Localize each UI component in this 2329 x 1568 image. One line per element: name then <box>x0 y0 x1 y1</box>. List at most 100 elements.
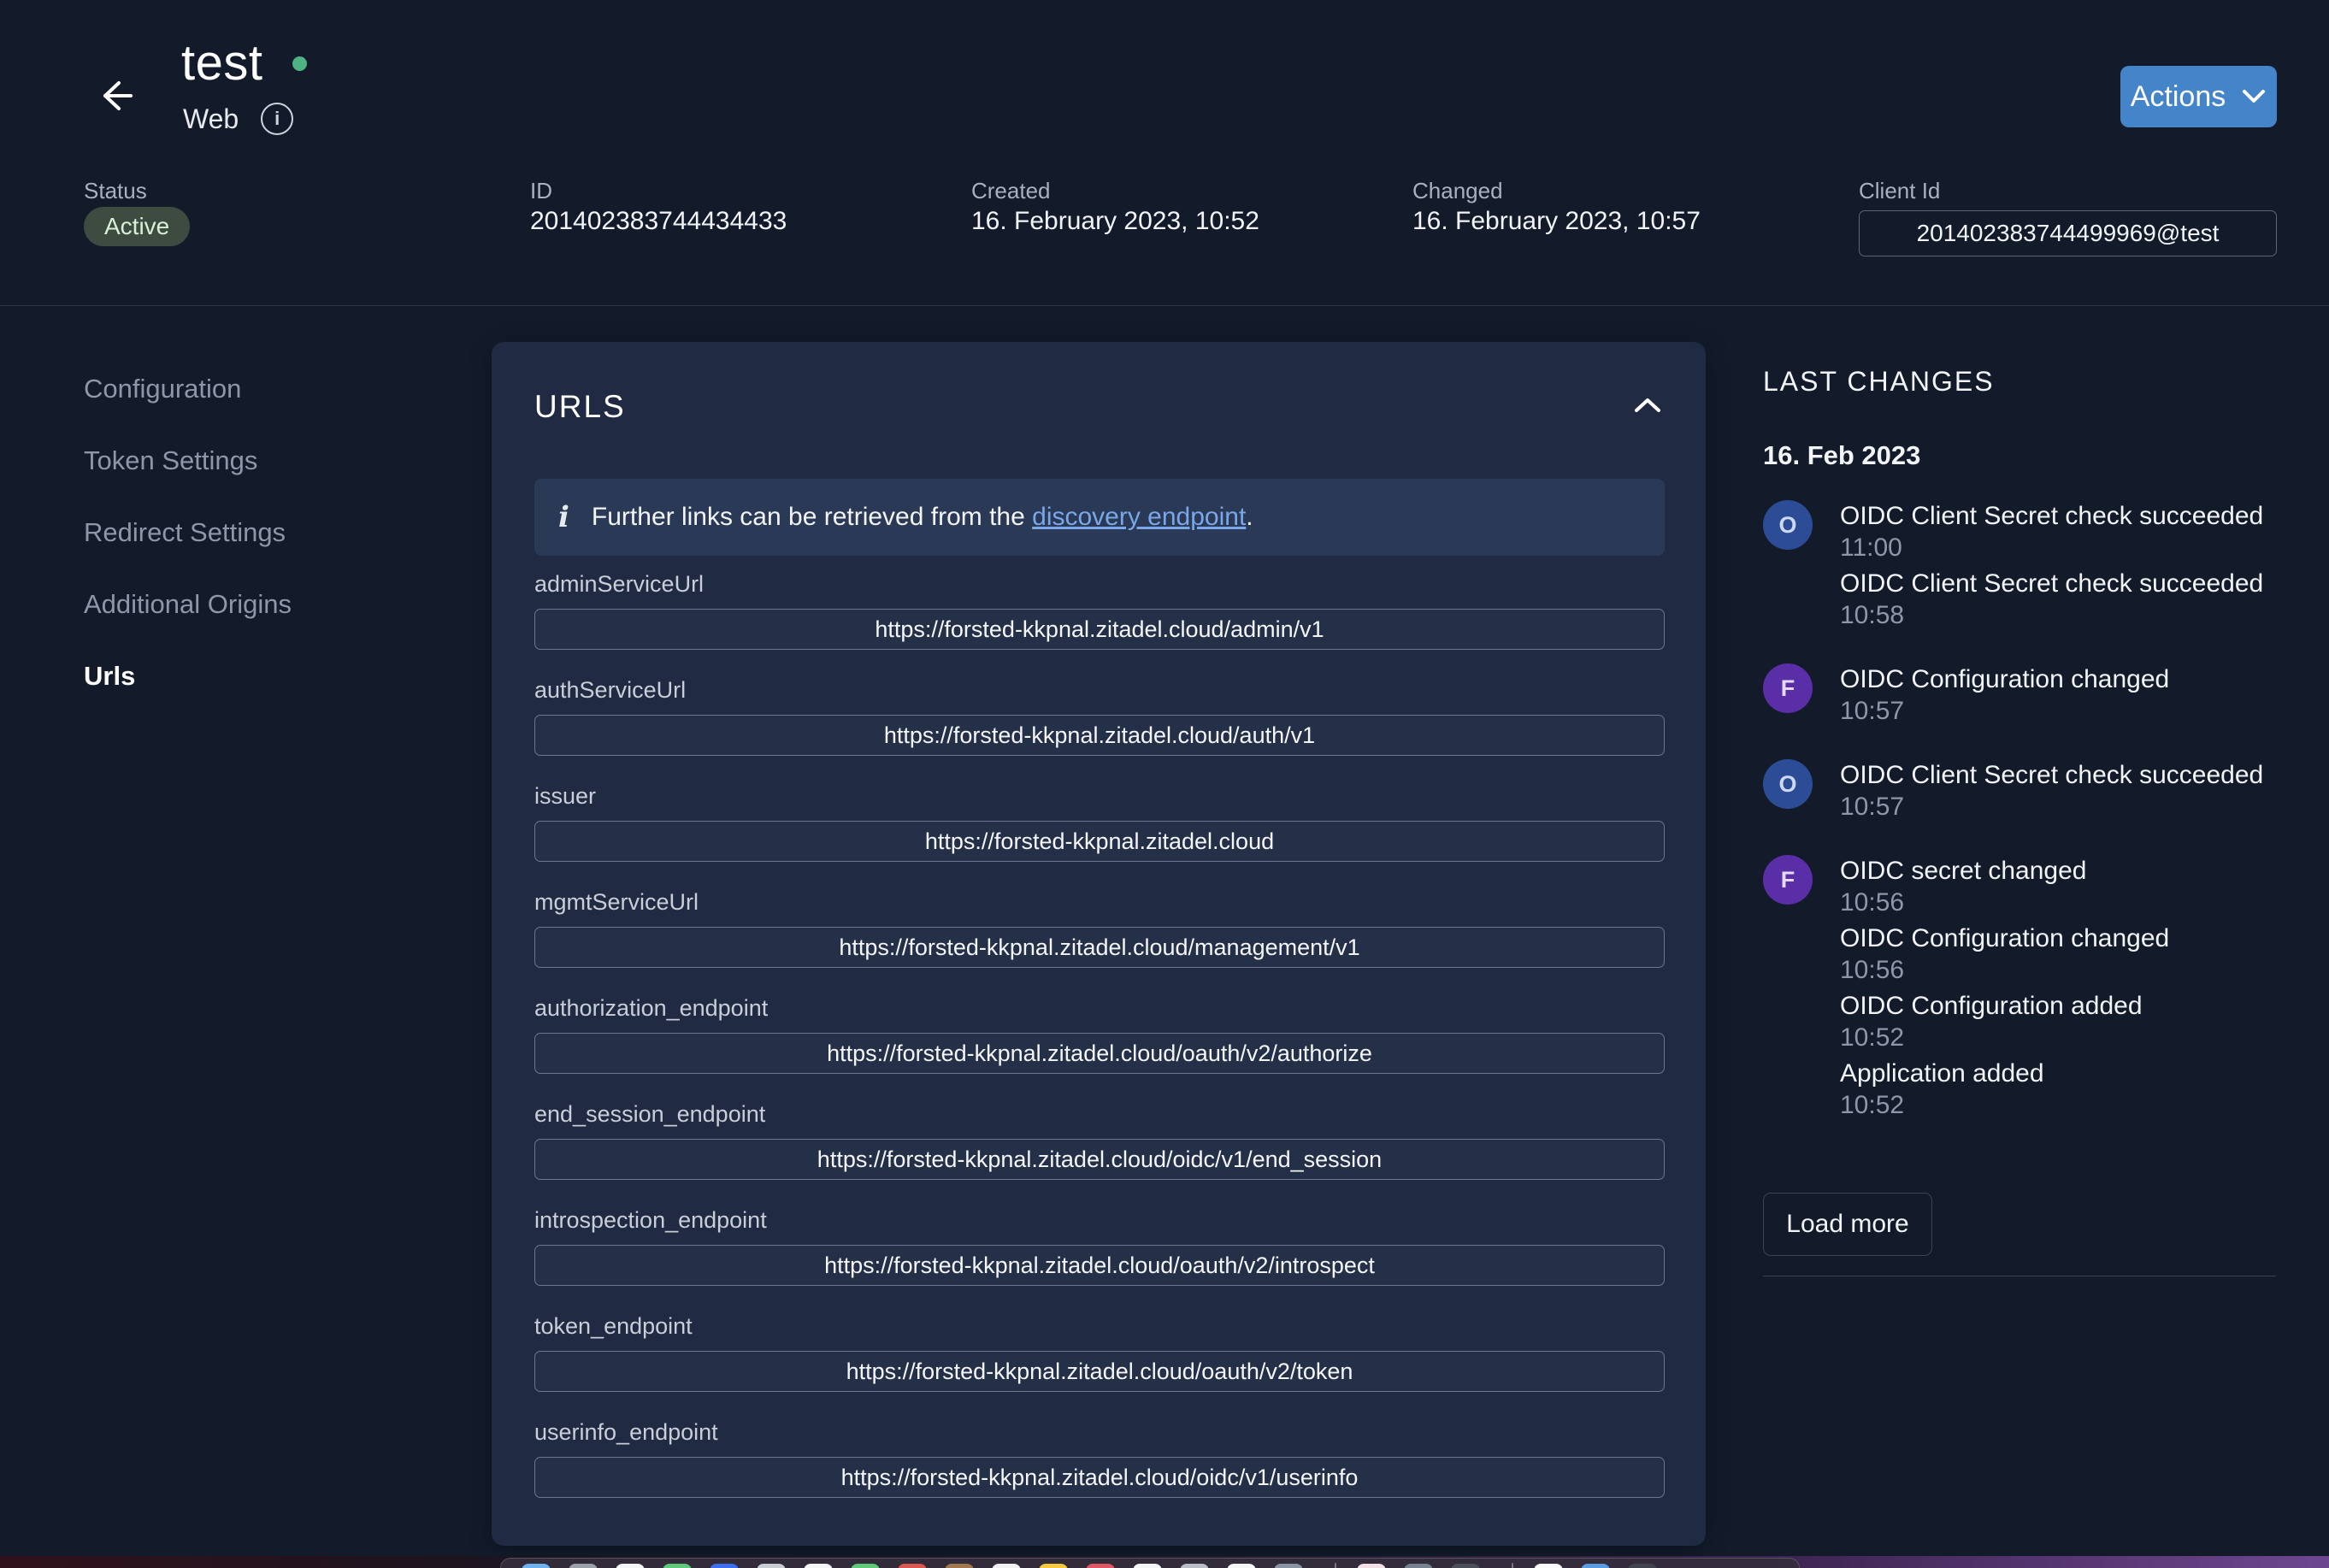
field-label-introspection-endpoint: introspection_endpoint <box>534 1207 767 1233</box>
sidebar-item-token-settings[interactable]: Token Settings <box>84 445 258 475</box>
sidebar-item-configuration[interactable]: Configuration <box>84 374 242 404</box>
change-event: OIDC Configuration added 10:52 <box>1763 990 2293 1053</box>
info-icon: i <box>558 500 569 534</box>
urls-card: URLS i Further links can be retrieved fr… <box>492 342 1706 1546</box>
created-value: 16. February 2023, 10:52 <box>971 207 1259 235</box>
info-text-period: . <box>1246 503 1253 531</box>
collapse-card-button[interactable] <box>1629 386 1666 424</box>
dock-separator <box>1512 1563 1513 1568</box>
changed-label: Changed <box>1412 178 1503 203</box>
field-value-token-endpoint[interactable]: https://forsted-kkpnal.zitadel.cloud/oau… <box>534 1351 1665 1392</box>
field-value-userinfo-endpoint[interactable]: https://forsted-kkpnal.zitadel.cloud/oid… <box>534 1457 1665 1498</box>
last-changes-title: LAST CHANGES <box>1763 366 1995 397</box>
client-id-label: Client Id <box>1859 178 1941 203</box>
dock-app-icon[interactable] <box>1086 1564 1115 1568</box>
dock-app-icon[interactable] <box>1180 1564 1209 1568</box>
dock-app-icon[interactable] <box>1274 1564 1303 1568</box>
dock-app-icon[interactable] <box>522 1564 551 1568</box>
event-time: 10:56 <box>1840 956 1905 984</box>
changes-event-list: O OIDC Client Secret check succeeded 11:… <box>1763 500 2293 1121</box>
chevron-up-icon <box>1635 398 1660 412</box>
change-event: Application added 10:52 <box>1763 1058 2293 1121</box>
field-value-end-session-endpoint[interactable]: https://forsted-kkpnal.zitadel.cloud/oid… <box>534 1139 1665 1180</box>
dock-app-icon[interactable] <box>992 1564 1021 1568</box>
dock-app-icon[interactable] <box>1227 1564 1256 1568</box>
field-label-userinfo-endpoint: userinfo_endpoint <box>534 1419 718 1445</box>
chevron-down-icon <box>2243 90 2266 103</box>
sidebar-item-redirect-settings[interactable]: Redirect Settings <box>84 517 286 547</box>
dock-app-icon[interactable] <box>1628 1564 1657 1568</box>
actions-button[interactable]: Actions <box>2120 66 2277 127</box>
event-time: 11:00 <box>1840 533 1902 562</box>
event-title: OIDC secret changed <box>1840 857 2087 885</box>
dock-separator <box>1335 1563 1336 1568</box>
field-value-authServiceUrl[interactable]: https://forsted-kkpnal.zitadel.cloud/aut… <box>534 715 1665 756</box>
dock-app-icon[interactable] <box>569 1564 598 1568</box>
dock-app-icon[interactable] <box>1039 1564 1068 1568</box>
event-time: 10:52 <box>1840 1023 1905 1052</box>
dock-app-icon[interactable] <box>945 1564 974 1568</box>
field-value-mgmtServiceUrl[interactable]: https://forsted-kkpnal.zitadel.cloud/man… <box>534 927 1665 968</box>
actor-avatar: F <box>1763 663 1813 713</box>
field-value-adminServiceUrl[interactable]: https://forsted-kkpnal.zitadel.cloud/adm… <box>534 609 1665 650</box>
dock-app-icon[interactable] <box>710 1564 739 1568</box>
header-divider <box>0 305 2329 306</box>
sidebar-item-additional-origins[interactable]: Additional Origins <box>84 589 292 619</box>
info-text: Further links can be retrieved from the <box>591 503 1033 531</box>
actions-button-label: Actions <box>2130 80 2226 113</box>
field-label-adminServiceUrl: adminServiceUrl <box>534 571 705 597</box>
discovery-endpoint-link[interactable]: discovery endpoint <box>1032 503 1247 531</box>
event-title: OIDC Client Secret check succeeded <box>1840 502 2264 530</box>
dock-app-icon[interactable] <box>1451 1564 1480 1568</box>
event-time: 10:58 <box>1840 601 1905 629</box>
dock-app-icon[interactable] <box>1581 1564 1610 1568</box>
dock-app-icon[interactable] <box>1404 1564 1433 1568</box>
dock-app-icon[interactable] <box>851 1564 880 1568</box>
info-icon[interactable]: i <box>261 103 294 135</box>
change-event: O OIDC Client Secret check succeeded 11:… <box>1763 500 2293 563</box>
status-label: Status <box>84 178 147 203</box>
dock[interactable] <box>500 1558 1800 1568</box>
discovery-info-box: i Further links can be retrieved from th… <box>534 479 1665 556</box>
load-more-button[interactable]: Load more <box>1763 1193 1932 1256</box>
actor-avatar: F <box>1763 855 1813 905</box>
event-title: OIDC Configuration added <box>1840 992 2143 1020</box>
field-label-mgmtServiceUrl: mgmtServiceUrl <box>534 889 699 915</box>
dock-app-icon[interactable] <box>1534 1564 1563 1568</box>
changes-date-header: 16. Feb 2023 <box>1763 440 1921 470</box>
dock-app-icon[interactable] <box>1357 1564 1386 1568</box>
dock-app-icon[interactable] <box>757 1564 786 1568</box>
client-id-value-box[interactable]: 201402383744499969@test <box>1859 210 2277 256</box>
event-title: OIDC Client Secret check succeeded <box>1840 569 2264 598</box>
field-value-introspection-endpoint[interactable]: https://forsted-kkpnal.zitadel.cloud/oau… <box>534 1245 1665 1286</box>
back-button[interactable] <box>89 70 140 121</box>
dock-app-icon[interactable] <box>898 1564 927 1568</box>
event-title: OIDC Configuration changed <box>1840 665 2170 693</box>
sidebar-item-urls[interactable]: Urls <box>84 661 136 691</box>
event-title: Application added <box>1840 1059 2044 1088</box>
field-label-end-session-endpoint: end_session_endpoint <box>534 1101 766 1127</box>
dock-app-icon[interactable] <box>616 1564 645 1568</box>
urls-card-title: URLS <box>534 389 626 424</box>
id-label: ID <box>530 178 552 203</box>
actor-avatar: O <box>1763 759 1813 809</box>
arrow-left-icon <box>103 81 133 110</box>
event-time: 10:57 <box>1840 697 1905 725</box>
created-label: Created <box>971 178 1051 203</box>
dock-app-icon[interactable] <box>804 1564 833 1568</box>
field-value-authorization-endpoint[interactable]: https://forsted-kkpnal.zitadel.cloud/oau… <box>534 1033 1665 1074</box>
field-label-token-endpoint: token_endpoint <box>534 1313 693 1339</box>
change-event: OIDC Client Secret check succeeded 10:58 <box>1763 568 2293 631</box>
page-title: test <box>181 35 263 91</box>
field-value-issuer[interactable]: https://forsted-kkpnal.zitadel.cloud <box>534 821 1665 862</box>
change-event: O OIDC Client Secret check succeeded 10:… <box>1763 759 2293 822</box>
dock-app-icon[interactable] <box>1133 1564 1162 1568</box>
id-value: 201402383744434433 <box>530 207 787 235</box>
event-time: 10:57 <box>1840 793 1905 821</box>
event-title: OIDC Client Secret check succeeded <box>1840 761 2264 789</box>
dock-app-icon[interactable] <box>663 1564 692 1568</box>
change-event: F OIDC secret changed 10:56 <box>1763 855 2293 918</box>
status-badge: Active <box>84 207 191 246</box>
app-type-label: Web <box>183 103 239 134</box>
